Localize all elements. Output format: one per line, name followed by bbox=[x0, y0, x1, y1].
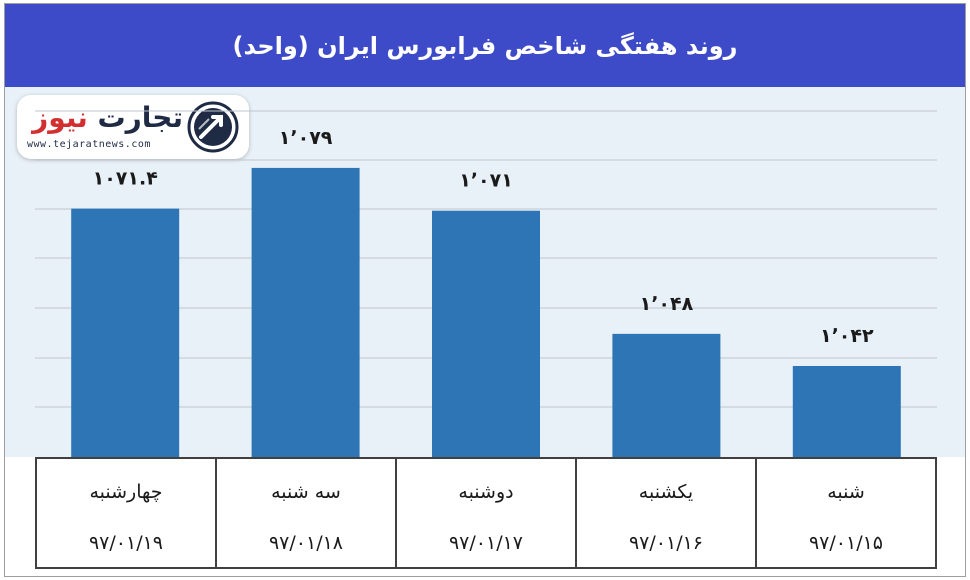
category-label: یکشنبه bbox=[638, 481, 694, 503]
bar bbox=[71, 208, 180, 457]
data-label: ۱٬۰۷۹ bbox=[279, 127, 333, 149]
chart-title: روند هفتگی شاخص فرابورس ایران (واحد) bbox=[5, 4, 965, 87]
logo-url: www.tejaratnews.com bbox=[27, 139, 151, 150]
tejaratnews-logo: تجارت نیوز www.tejaratnews.com bbox=[17, 95, 249, 159]
logo-name-part2: نیوز bbox=[32, 101, 88, 134]
category-date: ۹۷/۰۱/۱۷ bbox=[448, 532, 524, 554]
chart-frame: روند هفتگی شاخص فرابورس ایران (واحد) تجا… bbox=[4, 3, 966, 577]
category-label: شنبه bbox=[827, 481, 865, 503]
logo-name-part1: تجارت bbox=[97, 101, 183, 134]
category-date: ۹۷/۰۱/۱۸ bbox=[268, 532, 344, 554]
category-cell: دوشنبه ۹۷/۰۱/۱۷ bbox=[397, 459, 577, 569]
category-label: چهارشنبه bbox=[89, 481, 163, 503]
data-label: ۱۰۷۱.۴ bbox=[93, 168, 158, 190]
category-date: ۹۷/۰۱/۱۶ bbox=[628, 532, 704, 554]
data-label: ۱٬۰۴۲ bbox=[820, 325, 874, 347]
bar bbox=[792, 365, 901, 457]
category-label: سه شنبه bbox=[271, 481, 341, 503]
category-cell: شنبه ۹۷/۰۱/۱۵ bbox=[757, 459, 937, 569]
category-cell: سه شنبه ۹۷/۰۱/۱۸ bbox=[217, 459, 397, 569]
bar bbox=[612, 333, 721, 457]
category-table: شنبه ۹۷/۰۱/۱۵ یکشنبه ۹۷/۰۱/۱۶ دوشنبه ۹۷/۰۱/۱۷… bbox=[35, 457, 937, 569]
bar bbox=[251, 167, 360, 457]
category-cell: چهارشنبه ۹۷/۰۱/۱۹ bbox=[37, 459, 217, 569]
category-date: ۹۷/۰۱/۱۹ bbox=[88, 532, 164, 554]
category-label: دوشنبه bbox=[458, 481, 514, 503]
logo-name: تجارت نیوز bbox=[32, 101, 183, 134]
tejaratnews-logo-icon bbox=[187, 101, 239, 153]
category-date: ۹۷/۰۱/۱۵ bbox=[808, 532, 884, 554]
data-label: ۱٬۰۷۱ bbox=[459, 170, 513, 192]
bar-chart: ۱٬۰۴۲ ۱٬۰۴۸ ۱٬۰۷۱ ۱٬۰۷۹ ۱۰۷۱.۴ bbox=[35, 110, 937, 457]
data-label: ۱٬۰۴۸ bbox=[640, 293, 694, 315]
category-cell: یکشنبه ۹۷/۰۱/۱۶ bbox=[577, 459, 757, 569]
bar bbox=[432, 210, 540, 457]
